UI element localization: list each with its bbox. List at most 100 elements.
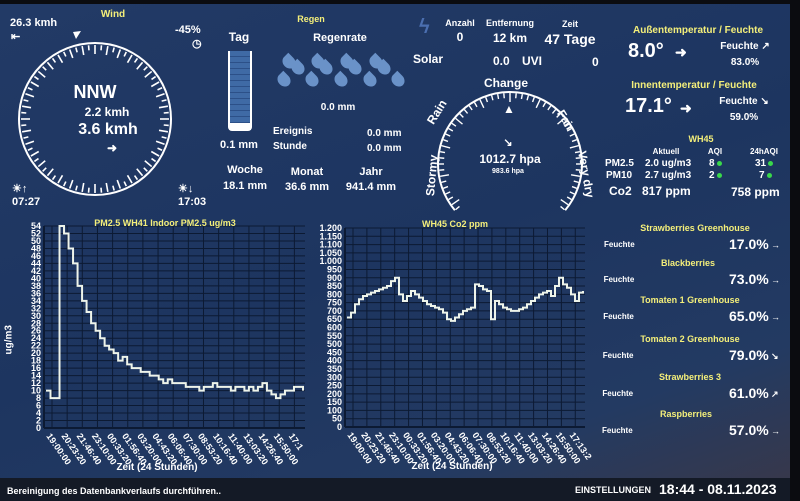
indoor-title: Innentemperatur / Feuchte — [631, 80, 757, 91]
y-tick-label: 300 — [327, 372, 342, 382]
status-dot-icon — [766, 172, 772, 178]
rain-rate-label: Regenrate — [313, 32, 367, 44]
barometer-tick — [571, 185, 577, 189]
co2-24h: 758 ppm — [731, 185, 780, 199]
wh45-col-aqi: AQI — [707, 147, 723, 156]
barometer-tick — [570, 174, 581, 178]
soil-sensor-name: Tomaten 1 Greenhouse — [640, 295, 740, 305]
y-tick-label: 250 — [327, 381, 342, 391]
barometer-tick — [455, 117, 463, 125]
compass-tick — [161, 99, 167, 102]
y-tick-label: 42 — [31, 266, 41, 276]
soil-sensor-name: Raspberries — [659, 409, 713, 419]
barometer-change-label: Change — [483, 76, 529, 90]
pm10-aqi24-value: 7 — [759, 170, 765, 181]
humidity-change: -45% — [175, 24, 201, 36]
wh45-col-current: Aktuell — [652, 147, 680, 156]
soil-humidity-label: Feuchte — [602, 351, 634, 360]
outdoor-humidity-label: Feuchte ↗ — [720, 41, 770, 52]
series-line — [46, 225, 304, 400]
y-tick-label: 52 — [31, 228, 41, 238]
y-tick-label: 12 — [31, 378, 41, 388]
y-tick-label: 8 — [36, 393, 41, 403]
outdoor-humidity-label-text: Feuchte — [720, 41, 759, 52]
compass-tick — [157, 147, 163, 151]
rain-month-value: 36.6 mm — [284, 181, 330, 193]
rain-day-label: Tag — [228, 30, 250, 44]
y-tick-label: 1.100 — [319, 240, 342, 250]
y-tick-label: 54 — [31, 221, 41, 231]
barometer-tick — [496, 93, 500, 100]
settings-button[interactable]: EINSTELLUNGEN — [575, 485, 652, 495]
y-tick-label: 500 — [327, 339, 342, 349]
compass-tick — [116, 179, 122, 189]
pm25-current: 2.0 ug/m3 — [645, 158, 692, 169]
y-tick-label: 800 — [327, 289, 342, 299]
barometer-arc — [437, 91, 583, 211]
soil-sensor-name: Blackberries — [660, 258, 716, 268]
rain-drops-icon — [274, 51, 408, 99]
barometer-tick — [439, 174, 450, 178]
barometer-tick — [473, 102, 478, 108]
y-tick-label: 30 — [31, 311, 41, 321]
y-tick-label: 2 — [36, 416, 41, 426]
compass-tick — [105, 45, 109, 56]
barometer-trend-icon: ▲ — [503, 102, 515, 116]
barometer-tick — [569, 133, 575, 137]
pm25-aqi-value: 8 — [709, 158, 715, 169]
rain-hour-label: Stunde — [273, 141, 307, 152]
compass-tick — [30, 81, 40, 88]
rain-day-gauge-fill — [230, 123, 250, 129]
barometer-tick — [569, 191, 575, 195]
y-tick-label: 900 — [327, 273, 342, 283]
barometer-tick — [448, 127, 454, 132]
y-tick-label: 48 — [31, 243, 41, 253]
barometer-tick — [566, 196, 572, 201]
indoor-temp: 17.1° — [625, 95, 672, 117]
status-dot-icon — [768, 160, 774, 166]
y-tick-label: 400 — [327, 356, 342, 366]
wind-compass — [18, 31, 172, 196]
sunset-icon: ☀↓ — [178, 183, 194, 195]
compass-tick — [23, 136, 29, 139]
y-tick-label: 1.000 — [319, 256, 342, 266]
y-tick-label: 200 — [327, 389, 342, 399]
y-tick-label: 0 — [36, 423, 41, 433]
compass-tick — [161, 136, 167, 139]
barometer-tick — [535, 99, 541, 109]
soil-sensor-name: Strawberries Greenhouse — [640, 223, 750, 233]
compass-tick — [112, 185, 115, 191]
soil-sensor-name: Strawberries 3 — [658, 372, 722, 382]
solar-value: 0.0 — [493, 54, 510, 68]
y-tick-label: 950 — [327, 264, 342, 274]
y-tick-label: 600 — [327, 323, 342, 333]
clock-icon: ◷ — [192, 38, 202, 50]
soil-humidity-value: 61.0% — [729, 385, 769, 401]
barometer-tick — [542, 102, 547, 108]
barometer-tick — [547, 105, 552, 111]
wind-title: Wind — [100, 9, 126, 20]
y-tick-label: 1.150 — [319, 231, 342, 241]
pm10-aqi24: 7 — [759, 170, 772, 181]
rain-rate-value: 0.0 mm — [320, 102, 356, 113]
rain-title: Regen — [297, 14, 325, 24]
lightning-count-label: Anzahl — [445, 18, 475, 28]
pressure-value: 1012.7 hpa — [479, 152, 541, 166]
pm10-aqi-value: 2 — [709, 170, 715, 181]
compass-tick — [63, 181, 67, 187]
compass-tick — [51, 57, 57, 63]
barometer-tick — [574, 150, 581, 154]
pm25-chart-title: PM2.5 WH41 Indoor PM2.5 ug/m3 — [94, 218, 236, 228]
compass-tick — [144, 70, 153, 78]
rain-day-gauge — [228, 51, 252, 131]
soil-humidity-label: Feuchte — [604, 240, 635, 249]
compass-tick — [25, 140, 35, 146]
compass-tick — [57, 174, 64, 184]
barometer-rain-label: Rain — [424, 97, 450, 127]
y-tick-label: 1.050 — [319, 248, 342, 258]
compass-tick — [150, 150, 160, 157]
compass-ring — [18, 42, 172, 196]
barometer-tick — [445, 133, 451, 137]
y-tick-label: 50 — [31, 236, 41, 246]
compass-tick — [27, 87, 33, 91]
